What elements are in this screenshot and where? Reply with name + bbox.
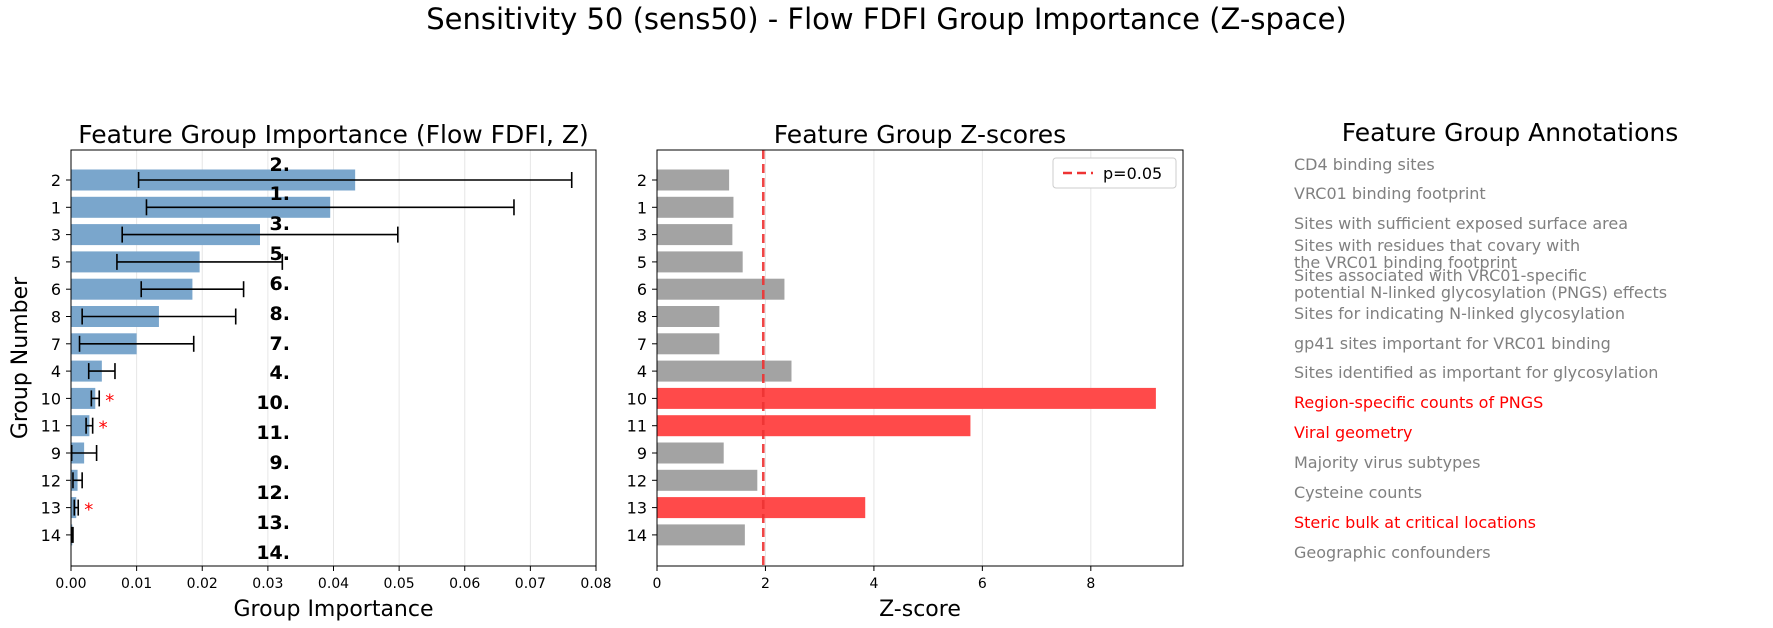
- y-tick-label: 6: [637, 280, 647, 299]
- y-tick-label: 8: [51, 308, 61, 327]
- significance-star: *: [99, 418, 108, 439]
- bar-4: [657, 360, 792, 382]
- y-tick-label: 12: [627, 471, 647, 490]
- bar-2: [657, 169, 730, 191]
- y-tick-label: 3: [637, 226, 647, 245]
- x-tick-label: 4: [869, 576, 878, 592]
- x-tick-label: 0.00: [55, 576, 86, 592]
- significance-star: *: [105, 390, 114, 411]
- y-tick-label: 3: [51, 226, 61, 245]
- axes-frame: [656, 149, 1184, 567]
- legend-label: p=0.05: [1103, 164, 1162, 183]
- bar-11: [657, 415, 971, 437]
- y-tick-label: 13: [627, 499, 647, 518]
- bar-6: [71, 278, 193, 300]
- bar-12: [657, 469, 758, 491]
- y-tick-label: 4: [637, 362, 647, 381]
- bar-1: [657, 196, 734, 218]
- y-tick-label: 10: [41, 389, 61, 408]
- x-tick-label: 0.04: [318, 576, 349, 592]
- y-tick-label: 5: [637, 253, 647, 272]
- x-tick-label: 0.07: [515, 576, 546, 592]
- bar-3: [657, 224, 733, 246]
- figure-title: Sensitivity 50 (sens50) - Flow FDFI Grou…: [426, 2, 1347, 36]
- axes-frame: [70, 149, 597, 567]
- y-tick-label: 2: [637, 171, 647, 190]
- y-tick-label: 10: [627, 389, 647, 408]
- x-tick-label: 2: [761, 576, 770, 592]
- y-tick-label: 6: [51, 280, 61, 299]
- bar-7: [657, 333, 720, 355]
- y-tick-label: 9: [51, 444, 61, 463]
- x-axis-label: Group Importance: [233, 597, 433, 622]
- x-axis-label: Z-score: [879, 597, 961, 622]
- x-tick-label: 0.05: [384, 576, 415, 592]
- bar-10: [71, 387, 96, 409]
- x-tick-label: 0: [653, 576, 662, 592]
- y-tick-label: 1: [637, 198, 647, 217]
- x-tick-label: 0.03: [252, 576, 283, 592]
- bar-6: [657, 278, 785, 300]
- bar-8: [657, 306, 720, 327]
- panel-title: Feature Group Z-scores: [774, 120, 1066, 149]
- y-tick-label: 14: [627, 526, 647, 545]
- y-tick-label: 7: [51, 335, 61, 354]
- x-tick-label: 6: [978, 576, 987, 592]
- y-tick-label: 11: [627, 417, 647, 436]
- y-tick-label: 12: [41, 471, 61, 490]
- x-tick-label: 0.06: [449, 576, 480, 592]
- y-tick-label: 5: [51, 253, 61, 272]
- y-tick-label: 13: [41, 499, 61, 518]
- bar-14: [657, 524, 745, 546]
- y-tick-label: 4: [51, 362, 61, 381]
- bar-11: [71, 415, 90, 437]
- y-tick-label: 2: [51, 171, 61, 190]
- importance-chart: 0.00 0.01 0.02 0.03 0.04 0.05 0.06 0.07 0.082135…: [8, 120, 612, 622]
- x-tick-label: 0.02: [187, 576, 218, 592]
- bar-10: [657, 387, 1156, 409]
- y-axis-label: Group Number: [8, 276, 33, 439]
- y-tick-label: 14: [41, 526, 61, 545]
- panel-title: Feature Group Importance (Flow FDFI, Z): [78, 120, 589, 149]
- bar-9: [657, 442, 724, 464]
- x-tick-label: 8: [1086, 576, 1095, 592]
- y-tick-label: 8: [637, 308, 647, 327]
- x-tick-label: 0.08: [580, 576, 611, 592]
- bar-13: [657, 497, 866, 519]
- y-tick-label: 11: [41, 417, 61, 436]
- x-tick-label: 0.01: [121, 576, 152, 592]
- significance-star: *: [84, 500, 93, 521]
- bar-5: [657, 251, 743, 273]
- y-tick-label: 7: [637, 335, 647, 354]
- y-tick-label: 1: [51, 198, 61, 217]
- bar-4: [71, 360, 102, 382]
- y-tick-label: 9: [637, 444, 647, 463]
- legend-box: [1052, 157, 1177, 189]
